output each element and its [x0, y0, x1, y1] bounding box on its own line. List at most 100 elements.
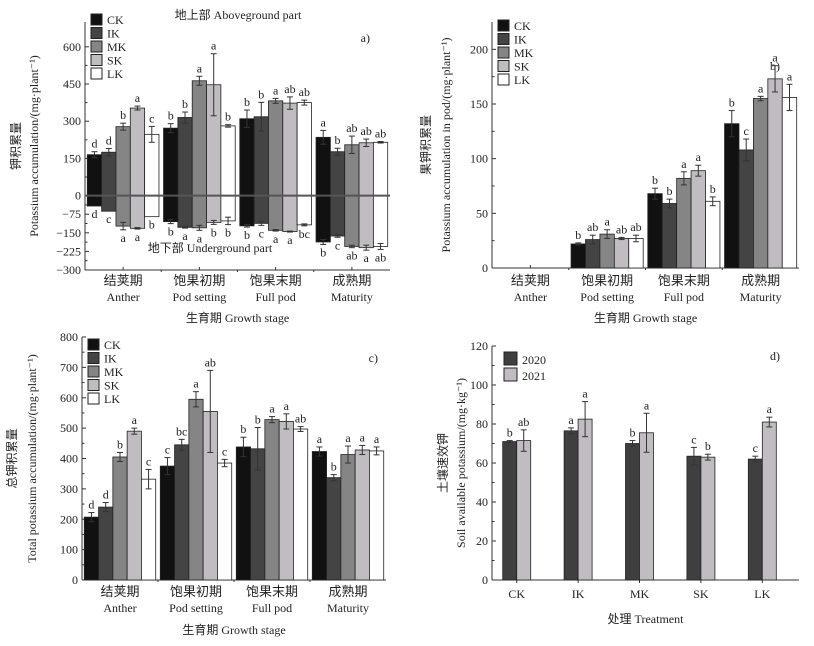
bar-MK: [115, 126, 131, 196]
significance-letter: b: [320, 245, 326, 259]
y-tick-label: −150: [56, 226, 81, 240]
bar-MK: [112, 456, 128, 581]
y-tick-label: 200: [60, 512, 78, 526]
significance-letter: b: [255, 413, 261, 427]
legend-swatch-IK: [497, 33, 510, 45]
significance-letter: a: [644, 398, 650, 412]
significance-letter: a: [374, 432, 380, 446]
bar-SK: [206, 195, 222, 223]
significance-letter: a: [273, 232, 279, 246]
bar-SK: [767, 78, 783, 269]
y-tick-label: 20: [476, 534, 488, 548]
bar-IK: [177, 117, 193, 197]
significance-letter: b: [244, 95, 250, 109]
legend-label-MK: MK: [107, 40, 127, 54]
significance-letter: a: [120, 231, 126, 245]
bar-MK: [676, 177, 692, 269]
x-tick-label-en: Pod setting: [173, 290, 227, 304]
legend-label-IK: IK: [514, 33, 527, 47]
legend-label-SK: SK: [514, 60, 530, 74]
bar-CK: [86, 195, 103, 207]
y-tick-label: 600: [63, 40, 81, 54]
significance-letter: b: [258, 87, 264, 101]
significance-letter: ab: [346, 249, 357, 263]
legend-swatch-CK: [497, 19, 510, 32]
y-tick-label: 0: [482, 573, 488, 587]
significance-letter: ab: [518, 415, 529, 429]
legend-label-LK: LK: [104, 392, 120, 406]
legend-swatch-2021: [503, 367, 518, 382]
significance-letter: ab: [375, 127, 386, 141]
significance-letter: c: [691, 432, 696, 446]
significance-letter: a: [193, 377, 199, 391]
significance-letter: b: [331, 460, 337, 474]
bar-MK: [268, 195, 284, 231]
bar-LK: [293, 428, 309, 581]
legend-swatch-SK: [90, 54, 103, 66]
x-tick-label-cn: 饱果末期: [658, 273, 710, 288]
bar-LK: [217, 462, 233, 581]
bar-2021: [700, 456, 716, 581]
y-axis-label-cn: 果钾积累量: [419, 115, 433, 175]
legend-label-SK: SK: [104, 379, 120, 393]
y-tick-label: 100: [470, 378, 488, 392]
significance-letter: c: [259, 226, 264, 240]
bar-MK: [191, 195, 207, 229]
x-tick-label-cn: 饱果初期: [173, 273, 225, 288]
significance-letter: ab: [630, 220, 641, 234]
bar-MK: [344, 195, 360, 247]
bar-2021: [577, 418, 593, 581]
bar-CK: [239, 195, 255, 227]
bar-LK: [372, 195, 389, 247]
bar-2020: [747, 458, 763, 581]
legend-swatch-MK: [87, 365, 100, 378]
significance-letter: b: [168, 225, 174, 239]
bar-SK: [358, 142, 374, 197]
bar-LK: [296, 195, 312, 226]
bar-CK: [83, 516, 99, 581]
y-axis-label-cn: 钾积累量: [9, 122, 23, 170]
y-tick-label: 100: [470, 152, 488, 166]
significance-letter: d: [103, 488, 109, 502]
bar-SK: [354, 449, 370, 581]
bar-LK: [296, 102, 312, 196]
significance-letter: a: [758, 81, 764, 95]
significance-letter: a: [767, 402, 773, 416]
bar-IK: [738, 149, 754, 269]
significance-letter: bc: [176, 424, 187, 438]
significance-letter: a: [284, 399, 290, 413]
y-axis-label-en: Soil available potassium/(mg·kg⁻¹): [454, 378, 468, 548]
legend-label-IK: IK: [104, 352, 117, 366]
bar-IK: [101, 151, 117, 196]
bar-SK: [278, 421, 294, 581]
significance-letter: b: [630, 426, 636, 440]
bar-SK: [129, 107, 146, 196]
y-axis-label-cn: 土壤速效钾: [435, 433, 450, 493]
subtitle-underground: 地下部 Underground part: [148, 240, 273, 255]
significance-letter: a: [568, 413, 574, 427]
x-tick-label-cn: 成熟期: [328, 584, 367, 599]
x-tick-label: SK: [693, 587, 709, 601]
significance-letter: b: [710, 182, 716, 196]
bar-IK: [661, 203, 678, 269]
bar-2020: [625, 443, 640, 581]
bar-SK: [613, 238, 630, 269]
bar-LK: [220, 125, 236, 197]
significance-letter: b: [575, 228, 581, 242]
bar-LK: [372, 141, 389, 196]
significance-letter: a: [772, 51, 778, 65]
bar-CK: [724, 123, 740, 269]
significance-letter: b: [168, 109, 174, 123]
x-tick-label-en: Maturity: [327, 601, 369, 615]
x-tick-label-en: Maturity: [740, 290, 782, 304]
significance-letter: b: [120, 108, 126, 122]
bar-MK: [268, 100, 284, 196]
significance-letter: a: [135, 230, 141, 244]
x-tick-label-cn: 结荚期: [511, 273, 550, 288]
significance-letter: a: [604, 215, 610, 229]
x-tick-label-cn: 饱果初期: [581, 273, 633, 288]
significance-letter: a: [135, 91, 141, 105]
x-tick-label: LK: [754, 587, 770, 601]
bar-CK: [86, 154, 103, 196]
legend-label-CK: CK: [107, 13, 124, 27]
